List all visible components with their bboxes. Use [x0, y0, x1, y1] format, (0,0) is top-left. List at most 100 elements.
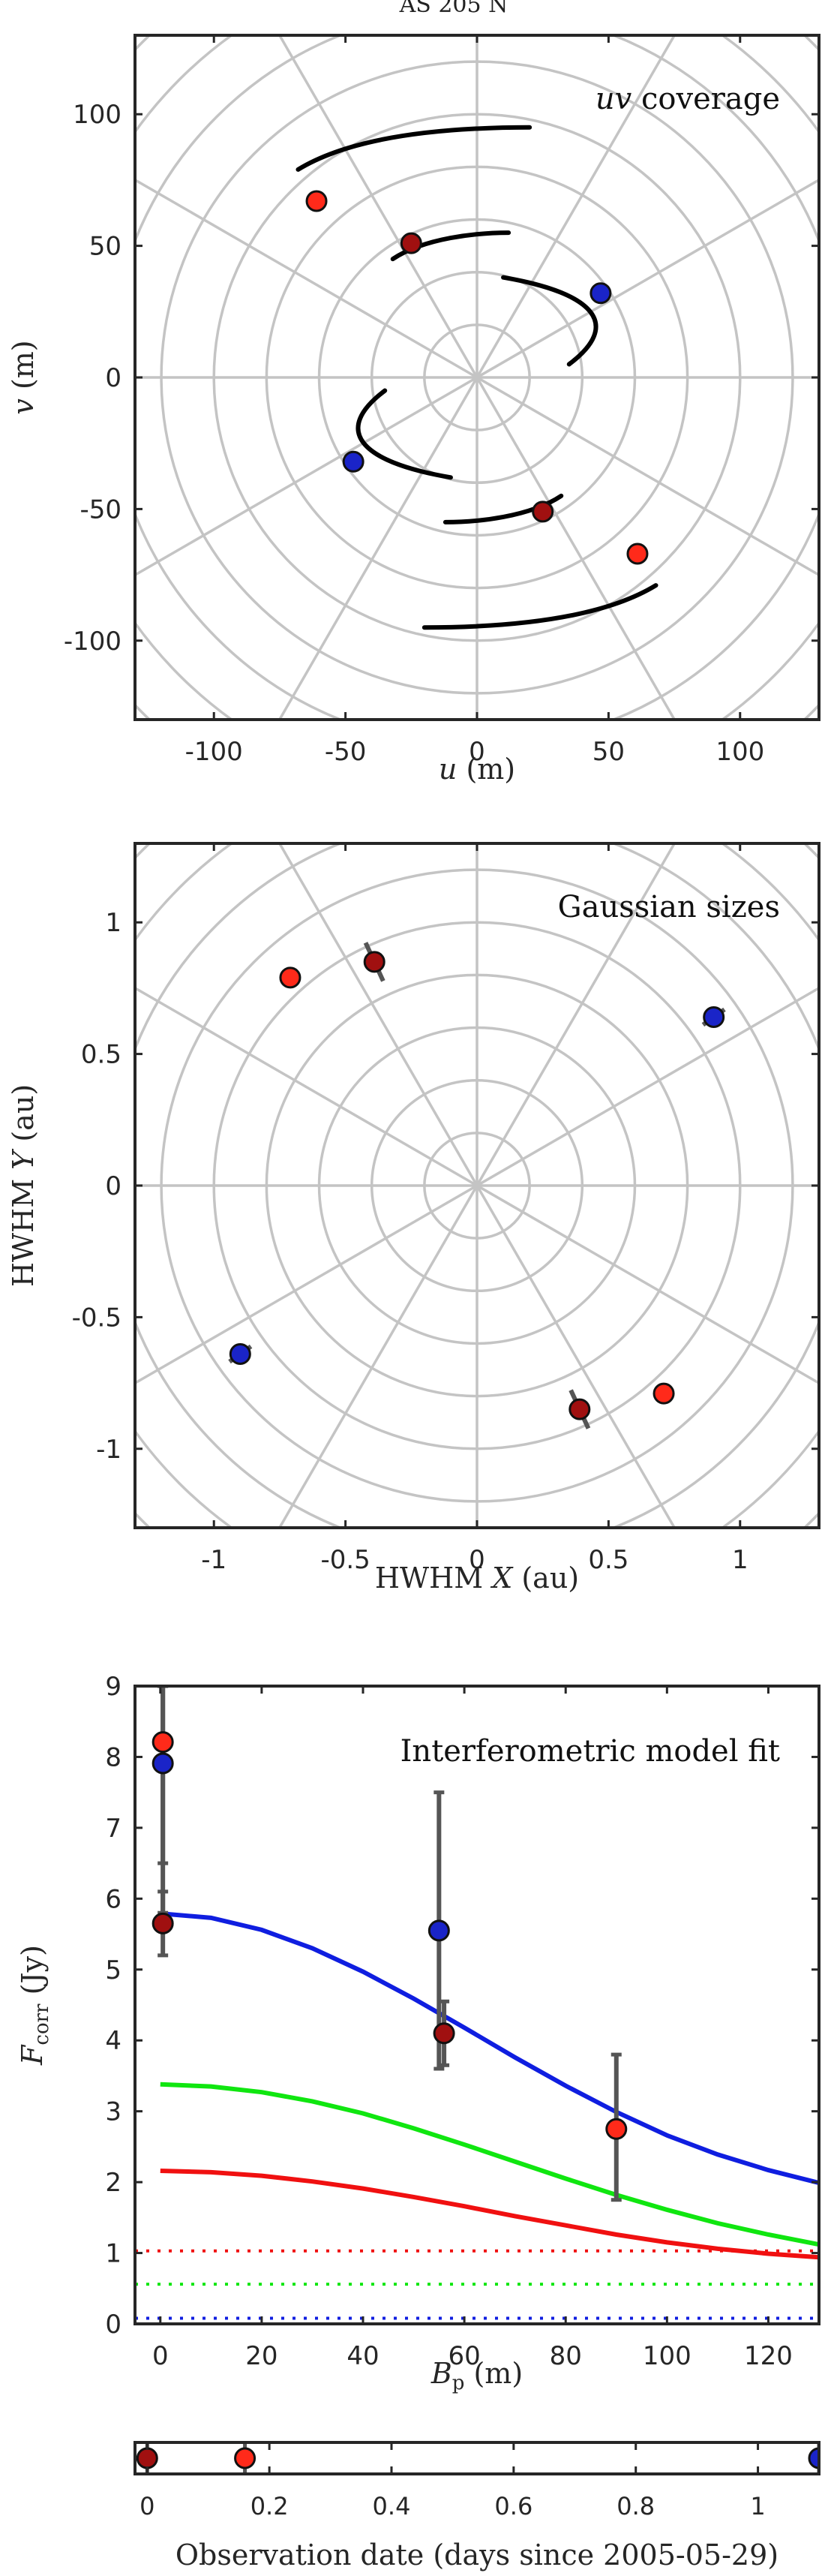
y-tick-label: 0 [105, 2310, 122, 2340]
grid-spoke [135, 986, 819, 1385]
x-tick-label: 50 [592, 737, 625, 767]
x-tick-label: 1 [732, 1545, 748, 1575]
x-axis-label-unit: (au) [512, 1562, 579, 1595]
x-tick-label: 0 [140, 2492, 154, 2520]
x-tick-label: 0 [469, 737, 485, 767]
figure-title: AS 205 N [399, 0, 508, 18]
gaussian-sizes-panel: -1 -0.5 0 0.5 1 1 0.5 0 -0.5 -1 Gaussian sizes HWHM… [7, 842, 820, 1595]
y-axis-label: v (m) [7, 340, 40, 414]
y-tick-label: -1 [96, 1435, 122, 1465]
x-tick-label: -0.5 [320, 1545, 370, 1575]
uv-point-marker [532, 500, 554, 523]
date-point-marker [234, 2447, 256, 2469]
model-curve-line [160, 1911, 819, 2185]
model-curve-line [160, 2169, 819, 2260]
x-tick-label: 0 [469, 1545, 485, 1575]
x-tick-label: 80 [550, 2341, 582, 2371]
uv-point-marker [400, 232, 422, 254]
size-point-marker [703, 1006, 725, 1029]
flux-point-marker [152, 1731, 174, 1754]
date-markers [136, 2442, 819, 2474]
y-tick-label: 7 [105, 1814, 122, 1844]
model-fit-panel: 0 20 40 60 80 100 120 0 1 2 3 4 5 6 7 8 9 Interferometric… [16, 1672, 820, 2394]
uv-track-line [501, 275, 598, 367]
uv-point-marker [626, 543, 649, 565]
size-point-marker [279, 966, 302, 989]
y-tick-label: 2 [105, 2168, 122, 2198]
x-axis-label: Bp (m) [430, 2357, 523, 2394]
flux-point-marker [605, 2118, 628, 2140]
polar-grid [135, 35, 819, 720]
y-tick-label: 9 [105, 1672, 122, 1702]
model-curves [135, 1911, 819, 2320]
x-tick-label: 120 [744, 2341, 793, 2371]
y-axis-label-sub: corr [31, 2003, 53, 2045]
uv-track-line [390, 230, 512, 262]
uv-track-line [422, 583, 658, 630]
x-axis-label: u (m) [439, 753, 515, 786]
x-axis-label-unit: (m) [464, 2357, 523, 2390]
x-tick-label: 0.5 [588, 1545, 628, 1575]
uv-track-line [296, 125, 532, 172]
observation-date-panel: 0 0.2 0.4 0.6 0.8 1 Observation date (days sin… [134, 2441, 820, 2571]
y-axis-label-prefix: HWHM [7, 1170, 40, 1287]
y-tick-label: 8 [105, 1742, 122, 1772]
size-point-marker [363, 951, 386, 973]
x-tick-label: 100 [643, 2341, 692, 2371]
y-axis-label: HWHM Y (au) [7, 1084, 40, 1287]
y-axis-label-unit: (m) [7, 340, 40, 398]
x-axis-label-var: X [490, 1562, 514, 1595]
panel-title: Interferometric model fit [400, 1734, 780, 1769]
y-tick-label: 1 [105, 908, 122, 938]
y-axis-label-unit: (Jy) [16, 1945, 49, 2003]
y-tick-label: -0.5 [72, 1303, 122, 1333]
x-tick-label: 60 [448, 2341, 480, 2371]
panel-title: Gaussian sizes [558, 890, 780, 924]
y-axis-label-var: F [16, 2044, 49, 2066]
panel-title: uv coverage [596, 82, 780, 116]
y-tick-label: -100 [64, 627, 122, 657]
uv-track-line [356, 388, 453, 480]
date-point-marker [136, 2447, 158, 2469]
y-axis-label: Fcorr (Jy) [16, 1945, 53, 2066]
plot-frame [134, 2441, 820, 2475]
x-axis-label-var: u [439, 753, 457, 786]
uv-tracks [296, 125, 658, 630]
y-tick-label: 6 [105, 1884, 122, 1914]
flux-point-marker [428, 1919, 450, 1942]
y-tick-label: 3 [105, 2097, 122, 2127]
y-tick-label: 1 [105, 2239, 122, 2269]
x-tick-label: 40 [346, 2341, 379, 2371]
y-tick-label: -50 [80, 494, 122, 525]
grid-spoke [135, 178, 819, 577]
x-tick-label: 20 [245, 2341, 278, 2371]
x-tick-label: 0 [152, 2341, 169, 2371]
y-tick-label: 0 [105, 363, 122, 393]
uv-point-marker [590, 282, 612, 305]
x-axis-label-var: B [430, 2357, 452, 2390]
panel-title-italic: uv [596, 82, 632, 116]
y-tick-label: 0 [105, 1171, 122, 1201]
uv-point-marker [342, 450, 364, 473]
flux-point-marker [152, 1752, 174, 1775]
x-tick-label: 1 [750, 2492, 765, 2520]
y-tick-label: 100 [73, 100, 122, 130]
plot-area [135, 1686, 819, 2324]
x-tick-label: 0.4 [373, 2492, 411, 2520]
polar-grid [135, 843, 819, 1528]
x-axis-label-prefix: HWHM [375, 1562, 492, 1595]
x-tick-label: 0.6 [494, 2492, 532, 2520]
size-point-marker [229, 1342, 251, 1365]
y-tick-label: 4 [105, 2026, 122, 2056]
flux-point-marker [433, 2022, 455, 2045]
x-tick-label: -1 [201, 1545, 226, 1575]
model-curve-line [160, 2082, 819, 2247]
date-point-marker [808, 2447, 819, 2469]
y-axis-label-var: v [7, 398, 40, 415]
y-tick-label: 5 [105, 1955, 122, 1985]
x-tick-label: -100 [185, 737, 243, 767]
panel-title-rest: coverage [632, 82, 780, 116]
x-axis-label-unit: (m) [457, 753, 515, 786]
plot-frame [134, 1685, 820, 2325]
